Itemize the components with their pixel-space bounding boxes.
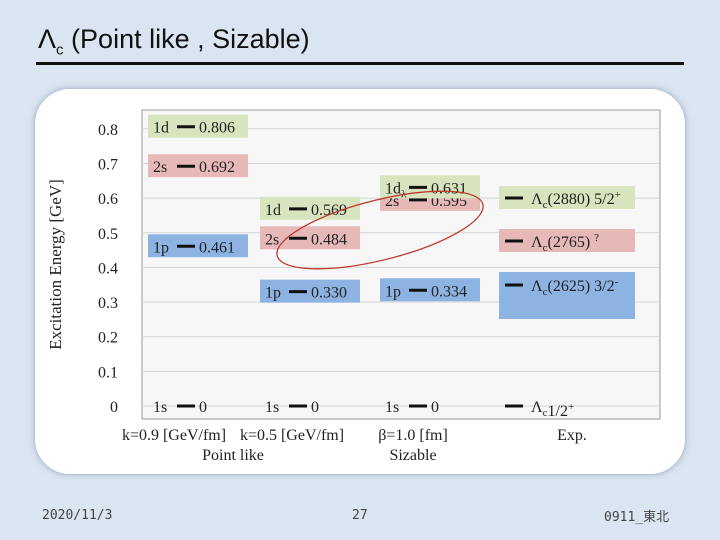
level-highlight [148,234,248,258]
slide-title: Λc (Point like , Sizable) [38,24,310,58]
level-value: 0.330 [311,285,347,302]
level-name: 1p [265,285,281,302]
level-highlight [380,175,480,199]
y-tick-label: 0.2 [98,330,118,347]
exp-label: Λc(2765) ? [531,232,599,254]
exp-label: Λc(2880) 5/2+ [531,189,621,211]
level-value: 0.461 [199,239,235,256]
level-name: 1p [385,283,401,300]
level-value: 0.631 [431,180,467,197]
level-highlight [148,114,248,138]
level-name: 2s [153,159,167,176]
title-subscript: c [56,41,64,59]
y-tick-label: 0.8 [98,122,118,139]
level-value: 0.484 [311,231,347,248]
level-name: 1d [265,202,281,219]
exp-label-part: (2765) [548,234,595,251]
exp-highlight [499,186,635,209]
group-label: Sizable [389,447,436,464]
exp-highlight [499,272,635,319]
y-tick-label: 0.5 [98,226,118,243]
exp-label-part: c [543,407,548,419]
level-name: 1d [153,120,169,137]
footer-code: 0911_東北 [604,510,670,525]
level-name: 1s [265,399,279,416]
y-tick-label: 0 [110,399,118,416]
exp-label-part: + [615,189,621,201]
level-value: 0 [311,399,319,416]
y-tick-label: 0.1 [98,364,118,381]
level-highlight [260,226,360,250]
exp-label-part: - [615,276,619,288]
title-underline [36,62,684,65]
column-label: Exp. [557,427,587,444]
level-name: 1s [385,399,399,416]
exp-label-part: 1/2 [548,403,568,420]
column-label: k=0.5 [GeV/fm] [240,427,344,444]
level-name: 1p [153,239,169,256]
exp-label-part: ? [594,232,599,244]
y-tick-label: 0.7 [98,156,118,173]
level-value: 0.692 [199,159,235,176]
footer-date: 2020/11/3 [42,508,113,523]
exp-highlight [499,229,635,252]
exp-label-part: (2625) [548,278,595,295]
level-value: 0 [199,399,207,416]
level-value: 0 [431,399,439,416]
level-highlight [260,196,360,220]
exp-label-part: + [568,401,574,413]
level-name: 1s [153,399,167,416]
column-label: k=0.9 [GeV/fm] [122,427,226,444]
exp-label-part: (2880) [548,191,595,208]
level-value: 0.334 [431,283,467,300]
y-tick-label: 0.3 [98,295,118,312]
exp-label-part: c [543,286,548,298]
column-label: β=1.0 [fm] [378,427,448,444]
y-tick-label: 0.4 [98,260,118,277]
level-highlight [380,278,480,302]
level-chart: 0 0.1 0.2 0.3 0.4 0.5 0.6 0.7 0.8 Excitation Ener… [46,109,661,464]
level-name: 2s [265,231,279,248]
y-axis-label: Excitation Energy [GeV] [46,179,65,350]
level-highlight [148,154,248,178]
level-value: 0.806 [199,120,235,137]
exp-label-part: c [543,242,548,254]
level-value: 0.569 [311,202,347,219]
title-lambda: Λ [38,24,57,54]
exp-label: Λc1/2+ [531,399,574,420]
footer-page-number: 27 [352,508,368,523]
title-text: (Point like , Sizable) [63,24,310,54]
annotation-ellipse [276,190,484,270]
level-highlight [260,279,360,303]
exp-label-part: 3/2 [594,278,614,295]
y-tick-label: 0.6 [98,191,118,208]
exp-label-part: 5/2 [594,191,614,208]
group-label: Point like [202,447,264,464]
exp-label: Λc(2625) 3/2- [531,276,619,298]
exp-label-part: c [543,199,548,211]
